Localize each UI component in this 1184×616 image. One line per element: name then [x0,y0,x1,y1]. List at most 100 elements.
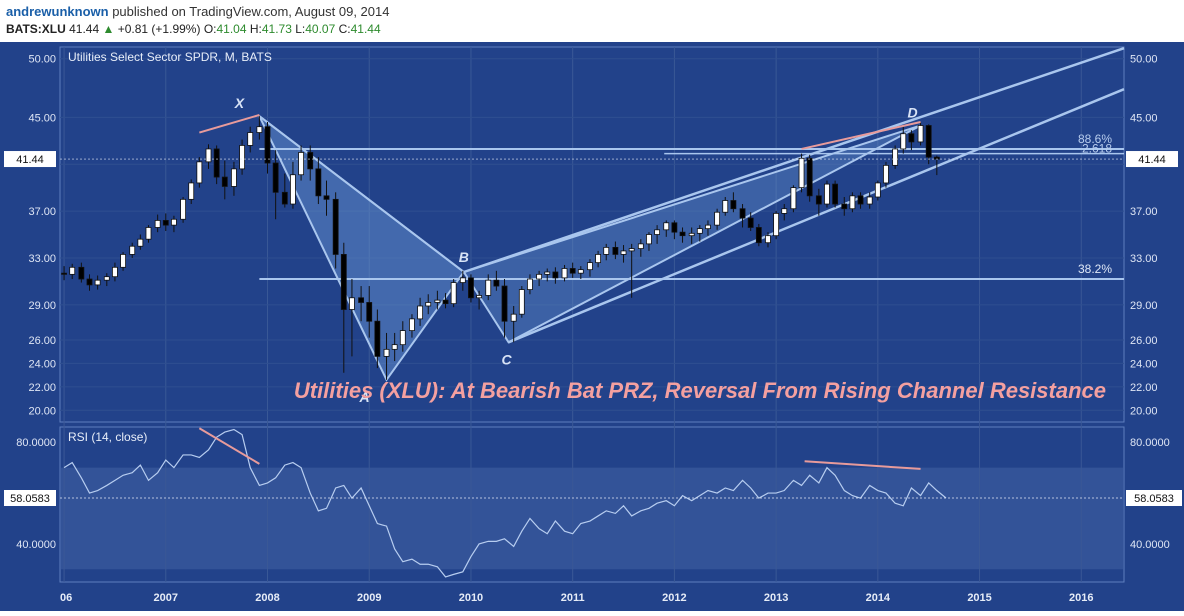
candle-body [874,182,881,198]
candle-body [86,278,93,286]
price-axis-label-left: 45.00 [28,112,56,124]
candle-body [654,229,661,235]
candle-body [366,302,373,322]
candle-body [442,299,449,305]
candle-body [603,246,610,255]
publish-info: andrewunknown published on TradingView.c… [6,4,389,19]
x-axis-label: 2013 [764,592,788,604]
candle-body [501,285,508,322]
close-value: 41.44 [350,22,381,36]
candle-body [730,200,737,210]
candle-body [196,161,203,184]
candle-body [527,278,533,290]
candle-body [391,344,398,350]
ohlc-line: BATS:XLU 41.44 ▲ +0.81 (+1.99%) O:41.04 … [6,22,381,36]
price-axis-label-left: 33.00 [28,253,56,265]
last-price-badge-left [4,151,56,168]
x-axis-label: 2007 [154,592,178,604]
candle-body [307,152,314,170]
price-axis-label-right: 29.00 [1130,300,1158,312]
candle-body [493,279,500,287]
candle-body [841,203,848,210]
x-axis-label: 2012 [662,592,686,604]
candle-body [815,195,822,205]
chart-area[interactable]: 50.00 50.00 45.00 45.00 37.00 37.00 33.00 33.00… [0,42,1184,611]
price-axis-label-right: 37.00 [1130,206,1158,218]
price-axis-label-left: 29.00 [28,300,56,312]
candle-body [518,289,525,315]
candle-body [358,297,364,303]
candle-body [231,168,237,187]
candle-body [476,295,482,299]
x-axis-label: 2008 [255,592,279,604]
low-label: L: [295,22,306,36]
price-axis-label-left: 37.00 [28,206,56,218]
price-axis-label-right: 24.00 [1130,358,1158,370]
candle-body [78,266,85,280]
candle-body [544,271,551,275]
rsi-last-badge-left [4,489,56,506]
high-value: 41.73 [261,22,292,36]
xb-line [258,115,465,273]
candle-body [290,174,296,205]
pattern-label-a: A [358,389,369,405]
candle-body [849,195,856,210]
candle-body [714,211,721,226]
candle-body [340,254,347,310]
candle-body [374,320,381,357]
author-link[interactable]: andrewunknown [6,4,109,19]
candle-body [806,157,813,197]
candle-body [696,228,703,234]
candle-body [171,218,177,226]
price-divergence-2007 [199,114,260,134]
candle-body [798,157,805,189]
open-value: 41.04 [216,22,247,36]
candle-body [688,232,695,237]
candle-body [349,297,355,310]
candle-body [637,243,644,249]
candle-body [272,162,279,193]
candle-body [417,305,423,320]
x-axis-label: 2011 [561,592,585,604]
x-axis-label: 2014 [866,592,891,604]
symbol-label: BATS:XLU [6,22,66,36]
published-text: published on TradingView.com, August 09,… [112,4,390,19]
candle-body [425,302,432,307]
price-axis-label-right: 26.00 [1130,335,1158,347]
candle-body [722,200,729,213]
price-axis-label-left: 22.00 [28,382,56,394]
candle-body [315,168,322,197]
price-axis-label-right: 50.00 [1130,54,1158,66]
candle-body [298,152,304,176]
rsi-last-badge-right [1126,489,1182,506]
candle-body [552,271,559,279]
open-label: O: [203,22,217,36]
candle-body [765,235,771,244]
rsi-axis-label-left: 80.0000 [16,437,56,449]
candle-body [120,254,126,268]
x-axis-label: 2016 [1069,592,1093,604]
candle-body [281,191,288,205]
candle-body [180,198,186,220]
candle-body [129,245,136,255]
chart-annotation: Utilities (XLU): At Bearish Bat PRZ, Rev… [294,378,1106,403]
candle-body [705,224,711,230]
low-value: 40.07 [305,22,336,36]
x-axis-label: 06 [60,592,72,604]
candle-body [908,133,915,143]
high-label: H: [249,22,262,36]
candle-body [239,145,245,170]
candle-body [103,276,110,281]
pattern-label-b: B [459,249,469,265]
candle-body [332,198,339,255]
candle-body [595,254,602,264]
candle-body [917,125,924,143]
rsi-divergence-2014 [804,460,921,470]
rsi-axis-label-right: 80.0000 [1130,437,1170,449]
rsi-last-text-left: 58.0583 [10,493,50,505]
fib-886-label: 88.6% [1078,132,1112,146]
chart-svg[interactable]: 50.00 50.00 45.00 45.00 37.00 37.00 33.00 33.00… [0,42,1184,611]
candle-body [399,330,406,346]
candle-body [256,126,263,133]
x-axis-label: 2009 [357,592,381,604]
